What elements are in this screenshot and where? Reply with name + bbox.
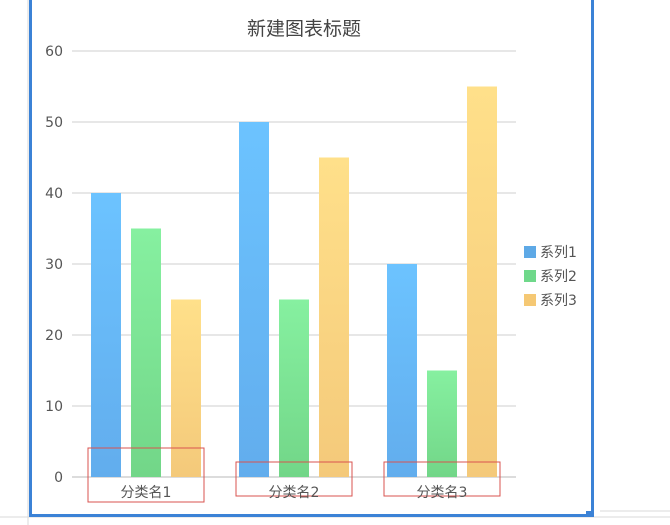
resize-handle[interactable] bbox=[586, 511, 591, 516]
category-label-box bbox=[383, 461, 501, 497]
bar bbox=[319, 157, 349, 477]
bar bbox=[279, 299, 309, 477]
legend-label: 系列2 bbox=[540, 269, 577, 285]
bar bbox=[387, 264, 417, 477]
y-tick-label: 30 bbox=[45, 257, 63, 273]
bar bbox=[171, 299, 201, 477]
bar bbox=[467, 86, 497, 477]
x-tick-label: 分类名2 bbox=[269, 485, 320, 501]
bar bbox=[239, 122, 269, 477]
y-tick-label: 60 bbox=[45, 44, 63, 60]
chart-title: 新建图表标题 bbox=[247, 18, 361, 40]
x-tick-label: 分类名3 bbox=[417, 485, 468, 501]
legend-swatch bbox=[524, 246, 536, 258]
bar-chart: 新建图表标题 0 10 20 30 40 50 60 分类名1 分类名2 分类名3 系列1 系列2 系列3 bbox=[45, 18, 577, 503]
chart-frame[interactable]: 新建图表标题 0 10 20 30 40 50 60 分类名1 分类名2 分类名3 系列1 系列2 系列3 bbox=[29, 0, 594, 517]
y-tick-label: 10 bbox=[45, 399, 63, 415]
bar bbox=[427, 370, 457, 477]
legend-label: 系列3 bbox=[540, 293, 577, 309]
bar bbox=[91, 193, 121, 477]
y-tick-label: 20 bbox=[45, 328, 63, 344]
legend-swatch bbox=[524, 270, 536, 282]
y-tick-label: 0 bbox=[54, 470, 63, 486]
category-label-box bbox=[235, 461, 353, 497]
category-label-box bbox=[87, 447, 205, 503]
legend-swatch bbox=[524, 294, 536, 306]
y-tick-label: 40 bbox=[45, 186, 63, 202]
x-tick-label: 分类名1 bbox=[121, 485, 172, 501]
bar bbox=[131, 228, 161, 477]
y-tick-label: 50 bbox=[45, 115, 63, 131]
legend-label: 系列1 bbox=[540, 245, 577, 261]
